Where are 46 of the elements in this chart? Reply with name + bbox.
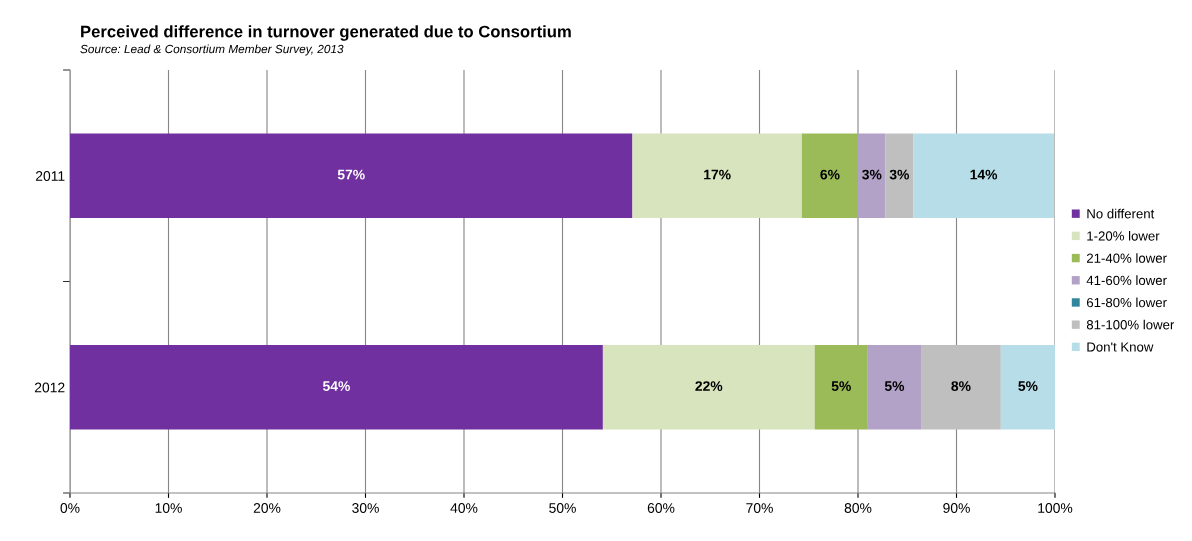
bar: [70, 133, 633, 219]
data-label: 22%: [695, 381, 723, 391]
bar: [70, 344, 603, 430]
bar: [858, 133, 886, 219]
legend-label: No different: [1087, 208, 1155, 219]
legend-label: 61-80% lower: [1086, 297, 1167, 308]
y-tick-label: 2012: [34, 382, 65, 393]
data-label: 5%: [884, 381, 905, 391]
bar: [921, 344, 1001, 430]
x-tick-label: 100%: [1038, 503, 1073, 513]
data-label: 5%: [831, 381, 851, 391]
data-label: 3%: [889, 169, 910, 180]
data-label: 57%: [337, 169, 365, 180]
x-tick-label: 60%: [647, 503, 675, 513]
y-tick-label: 2011: [35, 171, 65, 181]
bar: [602, 344, 815, 430]
legend-label: 1-20% lower: [1087, 230, 1160, 241]
bar: [885, 133, 914, 219]
legend-label: 81-100% lower: [1086, 319, 1175, 330]
x-tick-label: 70%: [746, 503, 773, 513]
bar: [814, 344, 868, 430]
chart-title: Perceived difference in turnover generated due to Consortium: [81, 25, 571, 41]
bar: [801, 133, 858, 219]
bar: [632, 133, 802, 219]
data-label: 14%: [970, 169, 998, 180]
data-label: 54%: [322, 381, 350, 391]
bar: [867, 344, 922, 430]
x-tick-label: 20%: [253, 503, 281, 513]
chart-subtitle: Source: Lead & Consortium Member Survey, 2013: [80, 44, 344, 56]
data-label: 8%: [951, 381, 971, 391]
x-tick-label: 50%: [549, 503, 576, 513]
x-tick-label: 0%: [60, 503, 80, 513]
x-tick-label: 10%: [155, 503, 182, 513]
bar: [913, 133, 1055, 219]
x-tick-label: 90%: [943, 503, 970, 513]
data-label: 5%: [1018, 381, 1038, 391]
legend-label: 21-40% lower: [1086, 253, 1167, 263]
legend-label: 41-60% lower: [1086, 275, 1167, 286]
legend-label: Don't Know: [1087, 342, 1154, 352]
x-tick-label: 80%: [844, 503, 872, 513]
x-tick-label: 40%: [450, 503, 478, 513]
data-label: 3%: [862, 169, 882, 180]
bar: [1000, 344, 1055, 430]
data-label: 6%: [820, 169, 840, 180]
data-label: 17%: [704, 169, 731, 180]
x-tick-label: 30%: [352, 503, 379, 513]
